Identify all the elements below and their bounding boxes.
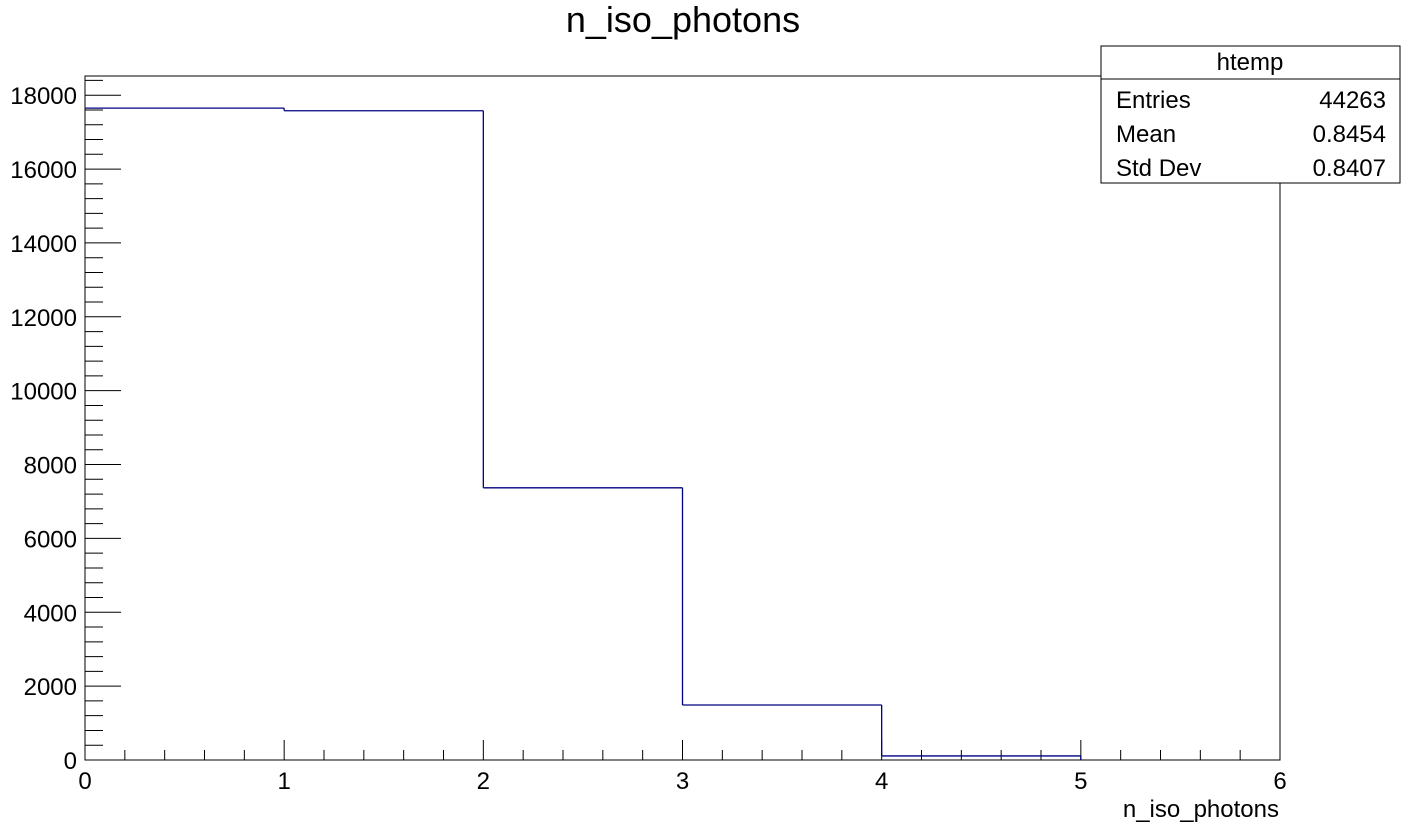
stats-label-entries: Entries <box>1116 87 1191 114</box>
stats-label-stddev: Std Dev <box>1116 155 1201 182</box>
y-tick-label: 4000 <box>24 600 77 627</box>
stats-label-mean: Mean <box>1116 121 1176 148</box>
y-tick-label: 2000 <box>24 674 77 701</box>
x-tick-label: 3 <box>676 768 689 795</box>
y-tick-label: 6000 <box>24 526 77 553</box>
y-tick-label: 12000 <box>10 305 77 332</box>
stats-value-mean: 0.8454 <box>1313 121 1386 148</box>
y-tick-label: 18000 <box>10 83 77 110</box>
y-axis-ticks <box>85 79 121 761</box>
histogram-bins <box>85 107 1082 760</box>
x-axis-ticks <box>84 740 1281 760</box>
stats-box-title: htemp <box>1217 49 1284 76</box>
y-axis-tick-labels: 0 2000 4000 6000 8000 10000 12000 14000 16000 180… <box>10 83 77 775</box>
x-tick-label: 6 <box>1273 768 1286 795</box>
stats-value-stddev: 0.8407 <box>1313 155 1386 182</box>
y-tick-label: 10000 <box>10 379 77 406</box>
x-axis-title: n_iso_photons <box>1123 796 1279 823</box>
stats-value-entries: 44263 <box>1319 87 1386 114</box>
y-tick-label: 16000 <box>10 157 77 184</box>
y-tick-label: 0 <box>64 748 77 775</box>
x-axis-tick-labels: 0 1 2 3 4 5 6 <box>78 768 1286 795</box>
stats-box-frame <box>1100 45 1401 184</box>
x-tick-label: 2 <box>477 768 490 795</box>
y-tick-label: 8000 <box>24 453 77 480</box>
chart-title: n_iso_photons <box>566 0 800 40</box>
y-tick-label: 14000 <box>10 231 77 258</box>
x-tick-label: 0 <box>78 768 91 795</box>
x-tick-label: 1 <box>277 768 290 795</box>
x-tick-label: 5 <box>1074 768 1087 795</box>
x-tick-label: 4 <box>875 768 888 795</box>
stats-box: htemp Entries 44263 Mean 0.8454 Std Dev … <box>1100 45 1401 184</box>
